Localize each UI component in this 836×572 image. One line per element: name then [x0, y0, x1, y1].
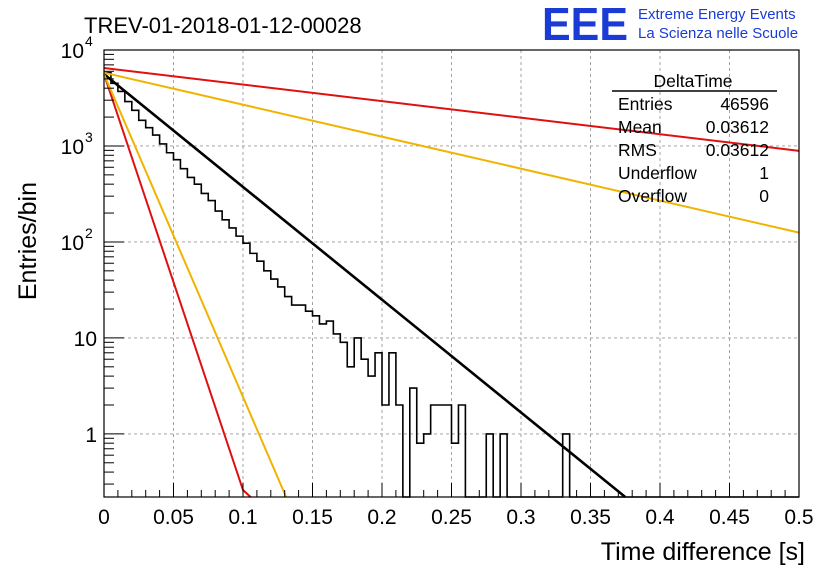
y-tick-label: 10: [61, 40, 84, 63]
stats-name: DeltaTime: [653, 71, 732, 91]
logo-line1: Extreme Energy Events: [638, 6, 796, 23]
x-tick-label: 0.25: [431, 506, 472, 529]
series-line: [103, 66, 800, 152]
y-tick-label: 1: [85, 424, 97, 447]
stats-value-underflow: 1: [759, 163, 769, 183]
x-tick-label: 0: [98, 506, 110, 529]
logo-mark: EEE: [542, 0, 628, 50]
y-tick-exponent: 4: [85, 33, 93, 49]
plot-title: TREV-01-2018-01-12-00028: [84, 13, 362, 38]
x-tick-label: 0.1: [228, 506, 257, 529]
stats-label-mean: Mean: [618, 117, 662, 137]
series-line: [103, 73, 288, 498]
y-axis-title: Entries/bin: [14, 182, 42, 300]
logo-line2: La Scienza nelle Scuole: [638, 25, 798, 42]
stats-value-overflow: 0: [759, 186, 769, 206]
y-tick-exponent: 3: [85, 129, 93, 145]
x-tick-label: 0.35: [570, 506, 611, 529]
x-tick-label: 0.2: [367, 506, 396, 529]
stats-value-mean: 0.03612: [706, 117, 769, 137]
series-line: [103, 73, 627, 499]
stats-box: DeltaTime Entries 46596 Mean 0.03612 RMS…: [612, 71, 777, 206]
x-tick-label: 0.3: [506, 506, 535, 529]
logo: EEE Extreme Energy Events La Scienza nel…: [542, 0, 798, 50]
stats-value-entries: 46596: [720, 94, 769, 114]
y-tick-exponent: 2: [85, 225, 93, 241]
x-axis-title: Time difference [s]: [601, 538, 805, 566]
y-tick-label: 10: [74, 328, 97, 351]
y-tick-label: 10: [61, 232, 84, 255]
x-tick-label: 0.05: [153, 506, 194, 529]
stats-value-rms: 0.03612: [706, 140, 769, 160]
x-tick-label: 0.15: [292, 506, 333, 529]
axes: 0 0.05 0.1 0.15 0.2 0.25 0.3 0.35 0.4 0.45 0.51101…: [61, 33, 814, 529]
series-line: [103, 71, 800, 234]
y-tick-label: 10: [61, 136, 84, 159]
stats-label-entries: Entries: [618, 94, 673, 114]
stats-label-underflow: Underflow: [618, 163, 697, 183]
grid: [104, 50, 799, 497]
x-tick-label: 0.5: [784, 506, 813, 529]
x-tick-label: 0.4: [645, 506, 675, 529]
stats-label-overflow: Overflow: [618, 186, 687, 206]
stats-label-rms: RMS: [618, 140, 657, 160]
x-tick-label: 0.45: [709, 506, 750, 529]
